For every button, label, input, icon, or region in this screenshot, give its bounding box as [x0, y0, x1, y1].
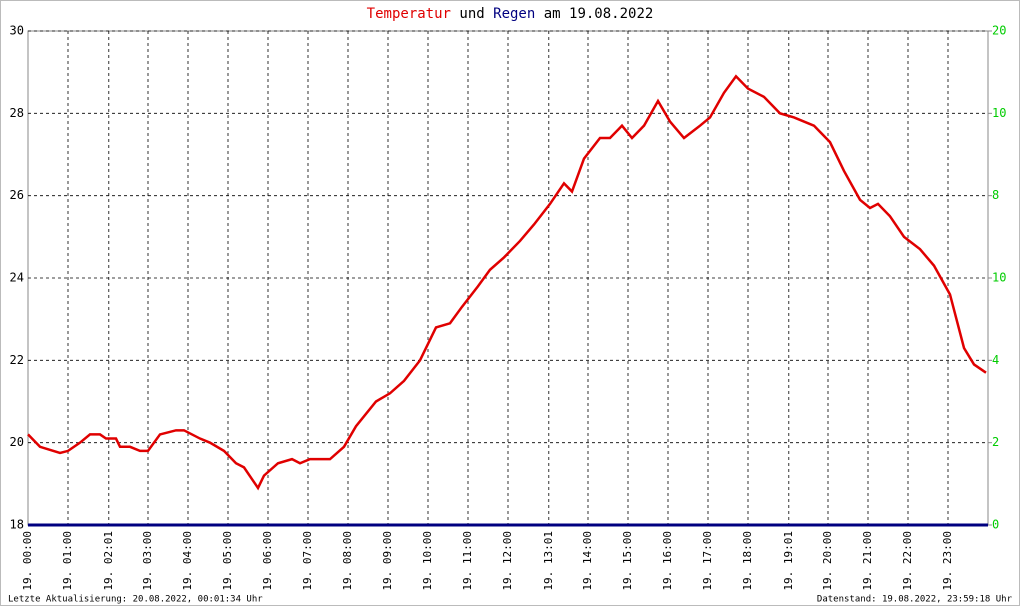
y2-tick-label: 0	[992, 518, 999, 532]
x-tick-label: 19. 04:00	[181, 531, 194, 591]
y-tick-label: 18	[10, 518, 24, 532]
y2-tick-label: 10	[992, 271, 1006, 285]
chart-title: Temperatur und Regen am 19.08.2022	[367, 6, 654, 22]
y2-tick-label: 10	[992, 106, 1006, 120]
x-tick-label: 19. 23:00	[941, 531, 954, 591]
x-tick-label: 19. 18:00	[741, 531, 754, 591]
title-part: Temperatur	[367, 6, 451, 22]
x-tick-label: 19. 20:00	[821, 531, 834, 591]
x-tick-label: 19. 14:00	[581, 531, 594, 591]
x-tick-label: 19. 13:01	[542, 531, 555, 591]
x-tick-label: 19. 06:00	[261, 531, 274, 591]
x-tick-label: 19. 15:00	[621, 531, 634, 591]
series-line	[27, 74, 987, 491]
footer-right: Datenstand: 19.08.2022, 23:59:18 Uhr	[817, 595, 1013, 605]
x-tick-label: 19. 02:01	[102, 531, 115, 591]
x-tick-label: 19. 10:00	[421, 531, 434, 591]
title-part: und	[459, 6, 484, 22]
x-tick-label: 19. 00:00	[21, 531, 34, 591]
title-part: Regen	[493, 6, 535, 22]
x-tick-label: 19. 03:00	[141, 531, 154, 591]
footer-left: Letzte Aktualisierung: 20.08.2022, 00:01…	[8, 595, 263, 605]
x-tick-label: 19. 07:00	[301, 531, 314, 591]
x-tick-label: 19. 08:00	[341, 531, 354, 591]
x-tick-label: 19. 12:00	[501, 531, 514, 591]
y-tick-label: 26	[10, 188, 24, 202]
x-tick-label: 19. 01:00	[61, 531, 74, 591]
x-tick-label: 19. 16:00	[661, 531, 674, 591]
y-tick-label: 30	[10, 24, 24, 38]
y2-tick-label: 20	[992, 24, 1006, 38]
x-tick-label: 19. 22:00	[901, 531, 914, 591]
x-tick-label: 19. 09:00	[381, 531, 394, 591]
x-tick-label: 19. 05:00	[221, 531, 234, 591]
y2-tick-label: 2	[992, 435, 999, 449]
x-tick-label: 19. 11:00	[461, 531, 474, 591]
y-tick-label: 24	[10, 271, 24, 285]
y-tick-label: 22	[10, 353, 24, 367]
x-tick-label: 19. 21:00	[861, 531, 874, 591]
x-tick-label: 19. 19:01	[782, 531, 795, 591]
title-part: am 19.08.2022	[544, 6, 654, 22]
y2-tick-label: 4	[992, 353, 999, 367]
y2-tick-label: 8	[992, 188, 999, 202]
y-tick-label: 20	[10, 435, 24, 449]
y-tick-label: 28	[10, 106, 24, 120]
x-tick-label: 19. 17:00	[701, 531, 714, 591]
